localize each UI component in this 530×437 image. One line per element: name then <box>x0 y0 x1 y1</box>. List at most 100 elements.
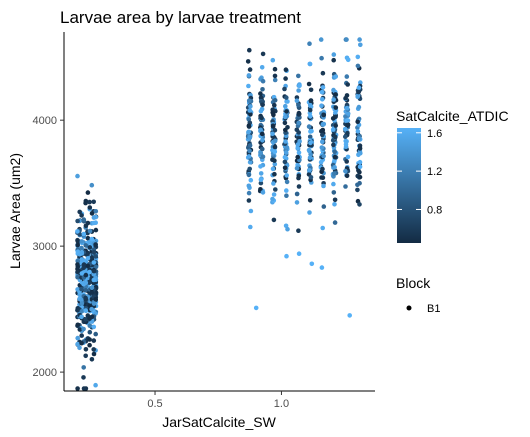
data-point <box>93 242 98 247</box>
data-point <box>248 112 253 117</box>
color-bar-tick-label: 1.6 <box>427 128 442 140</box>
data-point <box>248 208 254 214</box>
data-point <box>357 169 362 175</box>
data-point <box>260 78 266 84</box>
data-point <box>247 67 253 72</box>
data-point <box>284 99 289 104</box>
data-point <box>248 177 254 183</box>
data-point <box>356 85 362 90</box>
data-point <box>296 88 301 93</box>
data-point <box>272 73 278 79</box>
data-point <box>345 111 351 116</box>
legend-entry-label: B1 <box>427 303 440 315</box>
data-point <box>333 105 339 110</box>
data-point <box>308 114 313 119</box>
data-point <box>87 199 92 205</box>
y-tick-label: 4000 <box>33 115 57 127</box>
data-point <box>93 264 99 270</box>
color-legend-title: SatCalcite_ATDIC <box>396 108 509 124</box>
data-point <box>270 157 275 162</box>
data-point <box>83 347 89 352</box>
y-tick-label: 3000 <box>33 241 57 253</box>
data-point <box>357 180 362 186</box>
data-point <box>81 386 87 391</box>
data-point <box>347 313 353 318</box>
data-point <box>246 83 251 89</box>
data-point <box>308 129 313 134</box>
data-point <box>260 87 265 92</box>
data-point <box>260 138 265 143</box>
data-point <box>318 37 324 42</box>
data-point <box>75 242 80 248</box>
data-point <box>89 285 95 291</box>
data-point <box>284 145 290 150</box>
y-tick-label: 2000 <box>33 367 57 379</box>
data-point <box>356 89 361 95</box>
data-point <box>296 173 302 178</box>
data-point <box>355 119 361 124</box>
data-point <box>344 118 350 123</box>
data-point <box>357 159 363 165</box>
data-point <box>75 322 81 328</box>
data-point <box>332 171 337 176</box>
data-point <box>271 217 277 223</box>
data-point <box>83 280 89 286</box>
data-point <box>283 76 288 81</box>
data-point <box>272 138 278 144</box>
data-point <box>320 97 325 102</box>
data-point <box>75 249 81 254</box>
data-point <box>87 205 93 210</box>
data-point <box>89 306 94 312</box>
data-point <box>89 236 95 242</box>
data-point <box>356 104 362 110</box>
data-point <box>319 55 324 61</box>
data-point <box>270 196 275 202</box>
data-point <box>83 295 88 301</box>
data-point <box>246 98 252 103</box>
data-point <box>344 173 350 179</box>
data-point <box>344 74 350 79</box>
data-point <box>83 288 88 293</box>
data-point <box>342 126 348 132</box>
data-point <box>83 198 89 204</box>
data-point <box>283 150 289 155</box>
shape-legend-entries: B1 <box>406 303 440 315</box>
data-point <box>321 112 326 118</box>
data-point <box>358 42 363 48</box>
data-point <box>331 52 337 57</box>
data-point <box>246 172 252 178</box>
data-point <box>295 142 301 147</box>
data-point <box>258 108 264 114</box>
data-point <box>345 154 351 160</box>
data-point <box>307 198 313 203</box>
data-point <box>270 110 276 115</box>
data-point <box>333 134 338 140</box>
data-point <box>75 173 80 179</box>
data-point <box>271 181 276 186</box>
data-point <box>358 80 363 85</box>
data-point <box>306 81 312 87</box>
data-point <box>296 228 301 233</box>
data-point <box>284 95 289 100</box>
data-point <box>272 171 277 177</box>
data-point <box>321 183 326 189</box>
data-point <box>75 287 80 292</box>
data-point <box>319 103 324 108</box>
data-point <box>258 171 264 176</box>
data-point <box>272 102 277 108</box>
data-point <box>331 190 337 195</box>
data-point <box>79 340 84 346</box>
data-point <box>79 309 85 314</box>
data-point <box>75 341 80 347</box>
data-point <box>248 224 253 230</box>
data-point <box>246 73 252 78</box>
data-point <box>272 66 278 72</box>
data-point <box>297 83 302 88</box>
data-point <box>294 95 300 100</box>
data-point <box>283 67 289 72</box>
data-point <box>247 134 253 139</box>
data-point <box>246 198 252 203</box>
shape-legend: Block B1 <box>396 275 440 315</box>
data-point <box>258 180 264 186</box>
